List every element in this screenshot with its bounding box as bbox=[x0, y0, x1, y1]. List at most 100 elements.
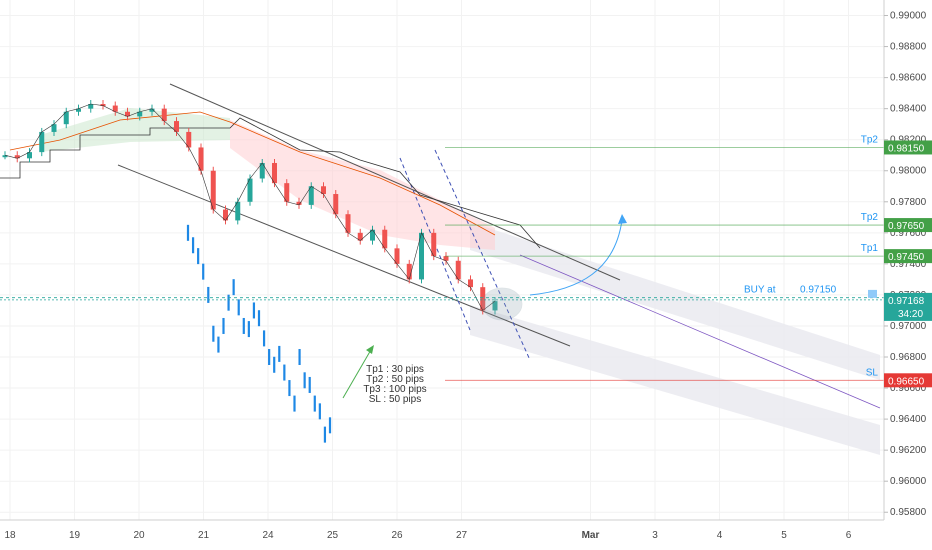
x-tick-label: 21 bbox=[198, 530, 210, 541]
y-tick-label: 0.97600 bbox=[890, 228, 927, 239]
candle-body bbox=[443, 256, 449, 261]
candle-body bbox=[321, 186, 326, 195]
y-tick-label: 0.96200 bbox=[890, 445, 927, 456]
y-tick-label: 0.98600 bbox=[890, 73, 927, 84]
buy-label: BUY at bbox=[744, 285, 776, 296]
candle-body bbox=[235, 201, 241, 221]
x-tick-label: 20 bbox=[133, 530, 145, 541]
price-tag-label: 0.97450 bbox=[888, 252, 925, 263]
x-tick-label: 24 bbox=[262, 530, 274, 541]
x-tick-label: 25 bbox=[327, 530, 339, 541]
price-level-label: Tp2 bbox=[861, 134, 879, 145]
candle-body bbox=[210, 170, 216, 210]
y-tick-label: 0.96800 bbox=[890, 352, 927, 363]
fractal-bars bbox=[186, 224, 332, 443]
y-tick-label: 0.96600 bbox=[890, 383, 927, 394]
x-tick-label: Mar bbox=[582, 530, 600, 541]
x-tick-label: 3 bbox=[652, 530, 658, 541]
x-tick-label: 27 bbox=[456, 530, 468, 541]
candle-body bbox=[125, 111, 130, 117]
ichimoku-cloud bbox=[40, 108, 495, 250]
candle-body bbox=[247, 178, 253, 202]
candle-body bbox=[198, 147, 204, 171]
y-tick-label: 0.96400 bbox=[890, 414, 927, 425]
candle-body bbox=[382, 229, 388, 249]
grid-vertical bbox=[9, 0, 849, 520]
candle-body bbox=[480, 287, 486, 311]
candle-body bbox=[223, 209, 228, 221]
candle-body bbox=[174, 121, 179, 132]
price-level-label: Tp1 bbox=[861, 243, 879, 254]
candle-body bbox=[76, 108, 81, 112]
price-level-label: Tp2 bbox=[861, 212, 879, 223]
candle-body bbox=[468, 279, 473, 288]
price-series-line bbox=[4, 103, 496, 311]
candle-body bbox=[2, 155, 8, 158]
candle-body bbox=[455, 260, 461, 280]
price-tag bbox=[884, 140, 932, 155]
current-price-tag bbox=[884, 292, 932, 321]
y-tick-label: 0.97800 bbox=[890, 197, 927, 208]
candle-body bbox=[186, 131, 192, 148]
countdown-label: 34:20 bbox=[898, 309, 923, 320]
candle-body bbox=[161, 108, 167, 122]
candle-body bbox=[259, 162, 265, 179]
candle-body bbox=[27, 152, 32, 159]
candle-body bbox=[308, 186, 314, 205]
candle-body bbox=[149, 108, 155, 112]
info-icon bbox=[868, 289, 877, 298]
x-tick-label: 6 bbox=[846, 530, 852, 541]
trade-note: SL : 50 pips bbox=[369, 394, 421, 405]
candle-body bbox=[112, 105, 118, 112]
trade-note: Tp1 : 30 pips bbox=[366, 364, 424, 375]
channel-bands bbox=[470, 222, 880, 455]
buy-price-label: 0.97150 bbox=[800, 285, 837, 296]
ichimoku-lines bbox=[0, 111, 541, 249]
candle-body bbox=[333, 194, 339, 215]
y-tick-label: 0.95800 bbox=[890, 507, 927, 518]
grid-horizontal bbox=[0, 15, 884, 513]
y-tick-label: 0.99000 bbox=[890, 11, 927, 22]
candle-body bbox=[39, 131, 45, 153]
y-axis-ticks: 0.95800 0.96000 0.96200 0.96400 0.96600 0.968… bbox=[884, 11, 927, 518]
price-tags: 0.981500.976500.974500.966500.971500.971… bbox=[868, 140, 932, 388]
trade-note: Tp3 : 100 pips bbox=[363, 384, 426, 395]
price-levels: Tp2 Tp2 Tp1 SL BUY at 0.97150 bbox=[0, 134, 884, 381]
candle-body bbox=[394, 248, 400, 264]
y-tick-label: 0.97400 bbox=[890, 259, 927, 270]
price-tag bbox=[884, 373, 932, 388]
price-tag-label: 0.97650 bbox=[888, 221, 925, 232]
x-axis-ticks: 18 19 20 21 24 25 26 27 Mar 3 4 5 6 bbox=[4, 530, 851, 541]
y-tick-label: 0.98000 bbox=[890, 166, 927, 177]
x-tick-label: 19 bbox=[69, 530, 81, 541]
candle-body bbox=[419, 232, 424, 280]
candle-body bbox=[63, 111, 69, 125]
x-tick-label: 26 bbox=[391, 530, 403, 541]
candle-body bbox=[296, 201, 302, 205]
candle-body bbox=[88, 104, 94, 109]
trade-note: Tp2 : 50 pips bbox=[366, 374, 424, 385]
arrow-up-icon bbox=[366, 345, 374, 354]
candle-body bbox=[137, 111, 143, 117]
x-tick-label: 5 bbox=[781, 530, 787, 541]
current-price-label: 0.97168 bbox=[888, 296, 925, 307]
candle-body bbox=[51, 124, 57, 132]
candle-body bbox=[406, 263, 412, 280]
x-tick-label: 4 bbox=[717, 530, 723, 541]
candle-body bbox=[492, 301, 498, 311]
price-tag bbox=[884, 249, 932, 264]
y-tick-label: 0.97000 bbox=[890, 321, 927, 332]
candle-body bbox=[284, 183, 290, 202]
candle-body bbox=[370, 229, 375, 241]
candle-body bbox=[431, 232, 437, 257]
y-tick-label: 0.96000 bbox=[890, 476, 927, 487]
candle-body bbox=[14, 155, 20, 159]
candle-body bbox=[272, 162, 277, 184]
candle-body bbox=[100, 104, 106, 106]
price-tag-label: 0.96650 bbox=[888, 376, 925, 387]
price-tag-label: 0.98150 bbox=[888, 143, 925, 154]
arrow-up-icon bbox=[618, 214, 627, 224]
price-level-label: SL bbox=[866, 367, 879, 378]
